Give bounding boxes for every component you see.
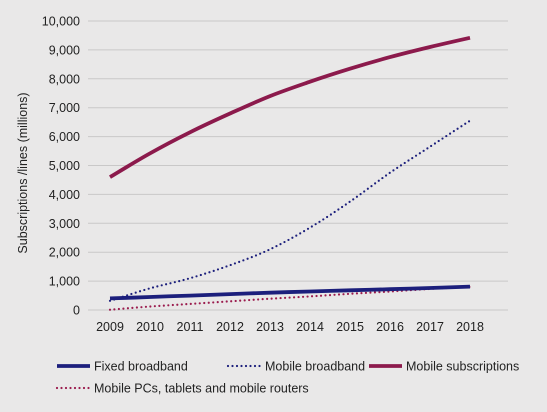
y-tick-label: 9,000 [49, 43, 80, 57]
y-tick-labels: 0 1,000 2,000 3,000 4,000 5,000 6,000 7,000 8,00… [42, 15, 80, 318]
y-tick-label: 5,000 [49, 159, 80, 173]
legend-label: Mobile broadband [265, 360, 365, 374]
legend-item: Fixed broadband [57, 360, 188, 374]
legend-label: Mobile PCs, tablets and mobile routers [94, 382, 309, 396]
series-line-fixed-broadband [109, 284, 471, 301]
y-tick-label: 4,000 [49, 188, 80, 202]
x-tick-label: 2009 [96, 320, 124, 334]
y-tick-label: 6,000 [49, 130, 80, 144]
x-tick-label: 2011 [177, 320, 204, 334]
y-tick-label: 10,000 [42, 15, 80, 29]
legend-item: Mobile subscriptions [369, 360, 519, 374]
series-line-mobile-subscriptions [109, 35, 471, 179]
series-line-mobile-broadband [108, 119, 472, 302]
legend: Fixed broadband Mobile broadband Mobile su… [55, 360, 519, 396]
legend-label: Mobile subscriptions [406, 360, 519, 374]
y-tick-label: 1,000 [49, 275, 80, 289]
legend-item: Mobile broadband [226, 360, 365, 374]
gridlines [88, 20, 508, 311]
x-tick-label: 2010 [136, 320, 164, 334]
x-tick-label: 2013 [256, 320, 284, 334]
x-tick-label: 2016 [376, 320, 404, 334]
x-tick-label: 2015 [336, 320, 364, 334]
x-tick-label: 2012 [216, 320, 244, 334]
y-tick-label: 7,000 [49, 101, 80, 115]
x-tick-label: 2018 [456, 320, 484, 334]
legend-label: Fixed broadband [94, 360, 188, 374]
y-tick-label: 2,000 [49, 246, 80, 260]
y-axis-title: Subscriptions /lines (millions) [16, 92, 30, 253]
x-tick-labels: 2009 2010 2011 2012 2013 2014 2015 2016 2017 2018 [96, 320, 484, 334]
legend-item: Mobile PCs, tablets and mobile routers [55, 382, 309, 396]
y-tick-label: 0 [73, 304, 80, 318]
y-tick-label: 3,000 [49, 217, 80, 231]
x-tick-label: 2014 [296, 320, 324, 334]
y-tick-label: 8,000 [49, 72, 80, 86]
series-lines [108, 35, 472, 311]
x-tick-label: 2017 [416, 320, 444, 334]
